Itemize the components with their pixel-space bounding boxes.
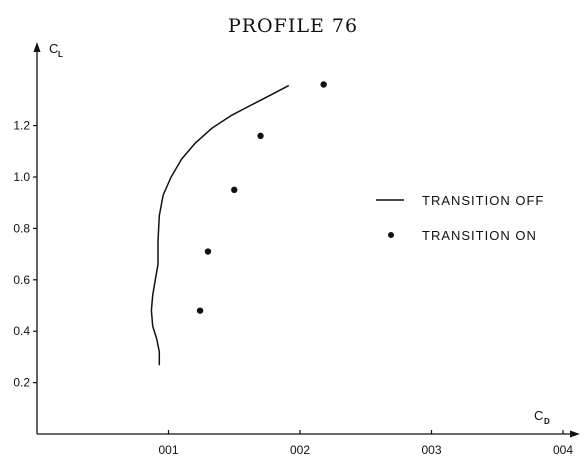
y-axis-title: C L (49, 41, 63, 59)
x-tick-label: 002 (290, 443, 310, 457)
x-axis-label: C (534, 408, 543, 423)
legend-label-transition-off: TRANSITION OFF (422, 193, 544, 208)
y-tick-label: 0.8 (13, 221, 30, 235)
y-axis-label: C (49, 41, 58, 56)
y-tick-label: 1.0 (13, 170, 30, 184)
y-axis-arrow (33, 42, 41, 52)
x-axis-title: C D (534, 408, 550, 426)
y-ticks: 0.2 0.4 0.6 0.8 1.0 1.2 (13, 119, 37, 390)
data-point-transition-on (204, 248, 212, 255)
series-line-transition-off (150, 85, 289, 366)
y-tick-label: 0.2 (13, 376, 30, 390)
x-ticks: 001 002 003 004 (158, 430, 573, 457)
legend: TRANSITION OFF TRANSITION ON (376, 193, 544, 243)
data-point-transition-on (257, 132, 264, 140)
plot-area (150, 81, 327, 366)
y-tick-label: 1.2 (13, 119, 30, 133)
x-tick-label: 001 (158, 443, 178, 457)
legend-label-transition-on: TRANSITION ON (422, 228, 537, 243)
y-tick-label: 0.4 (13, 324, 30, 338)
legend-item-transition-on: TRANSITION ON (388, 228, 537, 243)
x-axis-label-subscript: D (544, 417, 550, 426)
legend-dot-swatch (388, 232, 394, 238)
x-tick-label: 004 (553, 443, 573, 457)
axes (33, 42, 580, 438)
y-axis-label-subscript: L (58, 50, 63, 59)
x-tick-label: 003 (421, 443, 441, 457)
data-point-transition-on (231, 186, 238, 194)
chart-title: PROFILE 76 (228, 15, 358, 37)
data-point-transition-on (196, 307, 204, 314)
legend-item-transition-off: TRANSITION OFF (376, 193, 544, 208)
x-axis-arrow (570, 430, 580, 438)
data-point-transition-on (320, 81, 327, 88)
y-tick-label: 0.6 (13, 273, 30, 287)
